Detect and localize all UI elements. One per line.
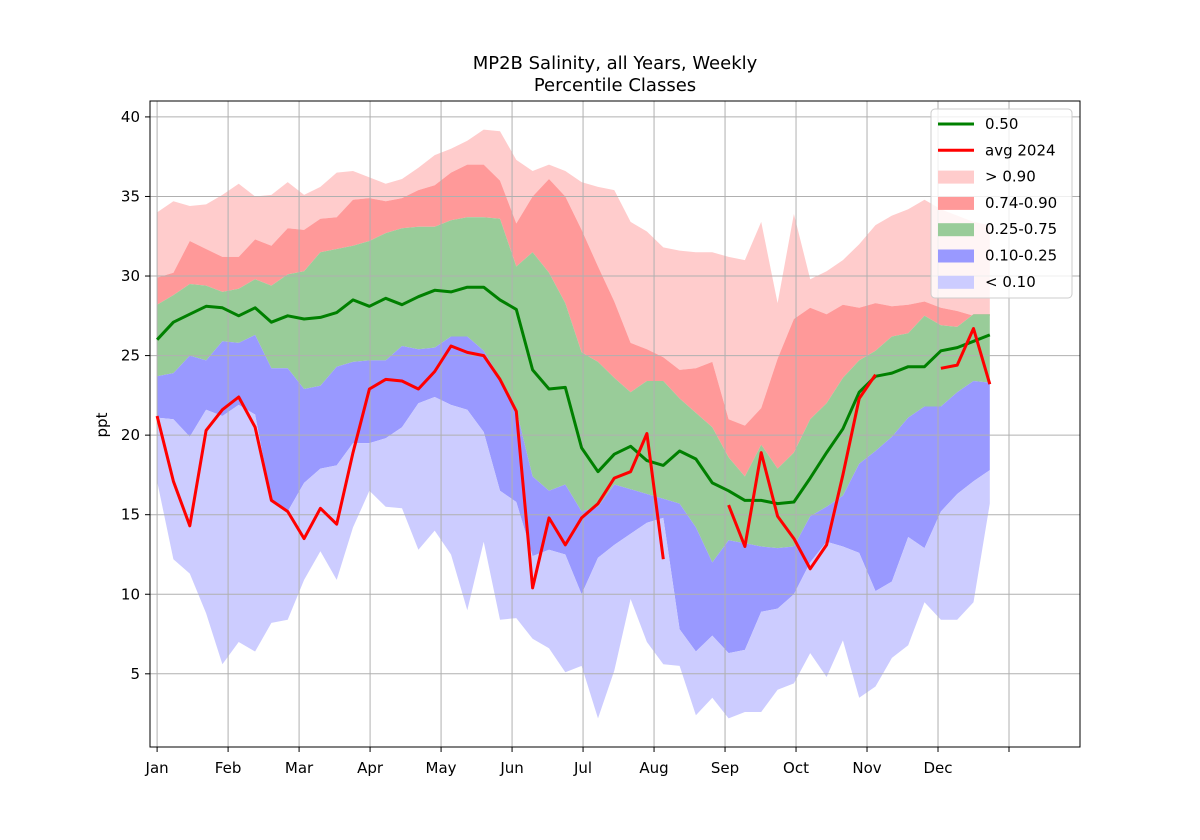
y-tick-label: 20	[121, 426, 140, 444]
legend-label: < 0.10	[985, 273, 1036, 291]
y-tick-label: 25	[121, 347, 140, 365]
x-tick-label: Mar	[285, 759, 314, 777]
legend-label: 0.74-0.90	[985, 194, 1057, 212]
series-lines	[155, 285, 992, 590]
x-tick-label: Nov	[852, 759, 881, 777]
legend-label: 0.25-0.75	[985, 220, 1057, 238]
x-tick-label: May	[426, 759, 457, 777]
x-tick-label: Jul	[573, 759, 592, 777]
percentile-bands	[157, 129, 990, 719]
legend-label: 0.50	[985, 115, 1018, 133]
legend-swatch	[938, 249, 974, 263]
y-tick-label: 15	[121, 506, 140, 524]
y-tick-label: 30	[121, 267, 140, 285]
x-tick-label: Feb	[215, 759, 242, 777]
avg-2024-line	[155, 327, 992, 590]
legend-swatch	[938, 170, 974, 184]
plot-frame	[149, 100, 1081, 748]
x-axis-ticks: Jan Feb Mar Apr May Jun Jul Aug Sep Oct Nov Dec	[145, 747, 1010, 777]
x-tick-label: Apr	[357, 759, 384, 777]
x-tick-label: Jan	[145, 759, 169, 777]
legend-swatch	[938, 275, 974, 289]
legend-label: avg 2024	[985, 141, 1056, 159]
y-tick-label: 35	[121, 187, 140, 205]
y-tick-label: 40	[121, 108, 140, 126]
x-tick-label: Sep	[711, 759, 739, 777]
x-tick-label: Oct	[783, 759, 809, 777]
band-lt-10	[157, 397, 990, 719]
chart-subtitle: Percentile Classes	[534, 75, 696, 96]
y-axis-label: ppt	[93, 412, 111, 437]
median-line	[156, 285, 991, 506]
legend: 0.50 avg 2024 > 0.90 0.74-0.90 0.25-0.75 0.10…	[930, 108, 1073, 299]
band-10-25	[157, 334, 990, 654]
y-tick-label: 10	[121, 585, 140, 603]
y-tick-label: 5	[130, 665, 140, 683]
y-axis-ticks: 5 10 15 20 25 30 35 40	[121, 108, 150, 683]
grid-lines	[150, 101, 1080, 747]
band-74-90	[157, 164, 990, 477]
legend-label: > 0.90	[985, 168, 1036, 186]
x-tick-label: Dec	[923, 759, 952, 777]
x-tick-label: Aug	[639, 759, 668, 777]
chart-title: MP2B Salinity, all Years, Weekly	[473, 53, 758, 74]
legend-label: 0.10-0.25	[985, 247, 1057, 265]
band-gt-90	[157, 129, 990, 426]
legend-swatch	[938, 223, 974, 237]
legend-swatch	[938, 196, 974, 210]
x-tick-label: Jun	[499, 759, 523, 777]
